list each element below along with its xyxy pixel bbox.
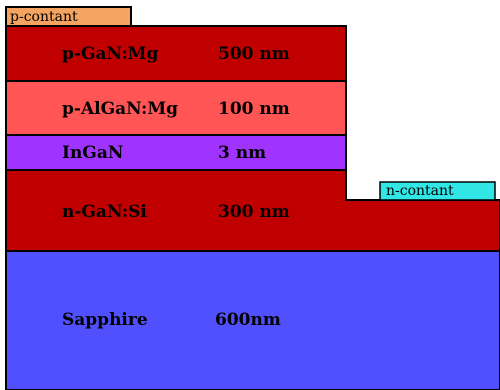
p-contact-pad [5, 6, 132, 27]
p-algan-thickness-label: 100 nm [218, 99, 290, 119]
ingan-material-label: InGaN [62, 143, 123, 163]
p-contact-label: p-contant [10, 9, 78, 25]
p-gan-layer [5, 25, 347, 82]
sapphire-thickness-label: 600nm [215, 310, 281, 330]
ingan-layer [5, 134, 347, 171]
n-gan-thickness-label: 300 nm [218, 202, 290, 222]
p-gan-thickness-label: 500 nm [218, 44, 290, 64]
p-algan-layer [5, 80, 347, 136]
n-contact-pad [379, 181, 496, 201]
n-contact-label: n-contant [386, 183, 454, 199]
sapphire-layer [5, 250, 500, 390]
sapphire-material-label: Sapphire [62, 310, 148, 330]
n-gan-material-label: n-GaN:Si [62, 202, 147, 222]
ingan-thickness-label: 3 nm [218, 143, 266, 163]
p-algan-material-label: p-AlGaN:Mg [62, 99, 178, 119]
p-gan-material-label: p-GaN:Mg [62, 44, 159, 64]
